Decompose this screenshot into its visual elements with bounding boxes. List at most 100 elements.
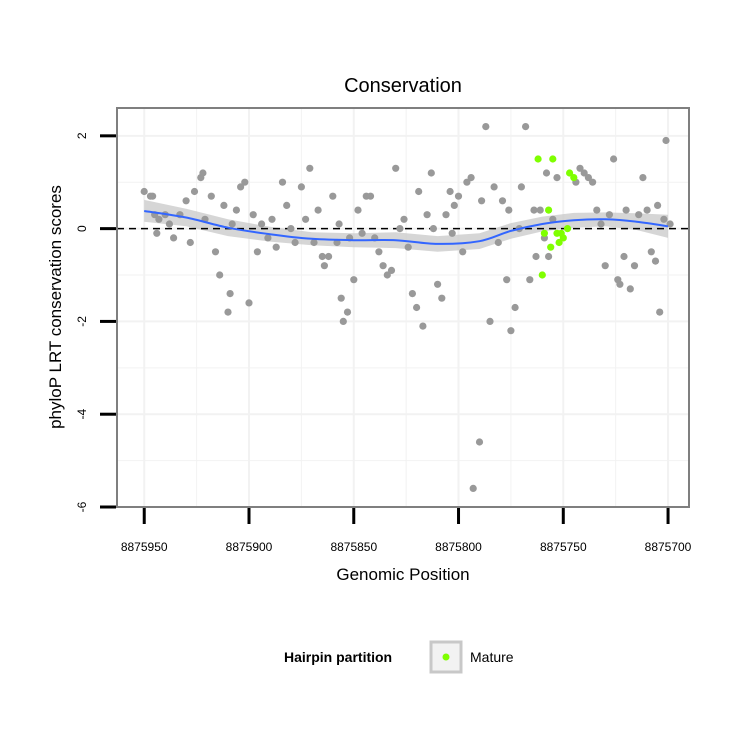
x-axis-title: Genomic Position bbox=[336, 565, 469, 584]
data-point bbox=[354, 206, 362, 214]
data-point bbox=[620, 252, 628, 261]
data-point bbox=[375, 248, 383, 256]
legend: Hairpin partition Mature bbox=[284, 640, 514, 674]
data-point bbox=[155, 215, 163, 223]
data-point bbox=[224, 308, 232, 316]
x-tick-label: 8875700 bbox=[645, 540, 692, 554]
data-point bbox=[186, 238, 194, 247]
data-point bbox=[616, 280, 624, 288]
smooth-line-layer bbox=[144, 210, 669, 245]
data-point bbox=[454, 192, 463, 200]
data-point bbox=[429, 225, 437, 233]
data-point bbox=[597, 220, 605, 228]
x-tick-label: 8875750 bbox=[540, 540, 587, 554]
y-tick-label: 0 bbox=[75, 225, 89, 232]
data-point bbox=[450, 201, 458, 209]
data-point bbox=[366, 192, 375, 200]
data-point bbox=[442, 211, 450, 219]
x-tick-label: 8875850 bbox=[330, 540, 377, 554]
data-point bbox=[507, 327, 515, 335]
data-point bbox=[408, 290, 416, 298]
data-point bbox=[400, 215, 408, 223]
data-point bbox=[635, 211, 643, 219]
data-point bbox=[656, 308, 664, 316]
data-point bbox=[660, 215, 668, 223]
data-point bbox=[553, 174, 561, 182]
data-point bbox=[325, 252, 333, 261]
data-point bbox=[287, 225, 295, 233]
data-point bbox=[358, 229, 366, 237]
data-point bbox=[232, 206, 240, 214]
data-point bbox=[335, 220, 343, 228]
data-point bbox=[498, 197, 507, 205]
data-point bbox=[253, 248, 261, 256]
data-point bbox=[486, 317, 494, 325]
data-point bbox=[666, 220, 674, 228]
data-point bbox=[249, 211, 257, 219]
data-point bbox=[662, 136, 670, 145]
data-point bbox=[419, 322, 427, 330]
data-point bbox=[584, 174, 593, 182]
axes: -6 -4 -2 0 2 8875950 8875900 8875850 8875800 8875… bbox=[75, 132, 692, 554]
data-point bbox=[601, 262, 609, 270]
data-point bbox=[576, 164, 584, 172]
data-point bbox=[306, 164, 314, 172]
data-point bbox=[482, 123, 490, 131]
data-point bbox=[427, 169, 435, 177]
data-point bbox=[337, 294, 345, 302]
data-point bbox=[423, 211, 431, 219]
data-point bbox=[622, 206, 630, 214]
data-point bbox=[278, 178, 287, 186]
data-point bbox=[314, 206, 322, 214]
data-point bbox=[522, 123, 530, 131]
mature-data-point bbox=[545, 206, 553, 214]
plot-panel-border bbox=[116, 107, 690, 508]
data-point bbox=[647, 248, 655, 256]
plot-panel-background bbox=[117, 108, 689, 507]
grid-lines bbox=[117, 108, 689, 508]
data-point bbox=[140, 187, 148, 196]
data-point bbox=[532, 252, 540, 261]
data-point bbox=[149, 192, 157, 200]
x-tick-label: 8875800 bbox=[435, 540, 482, 554]
data-point bbox=[291, 238, 299, 247]
data-point bbox=[199, 169, 207, 177]
data-point bbox=[387, 266, 396, 274]
data-point bbox=[589, 178, 597, 186]
data-point bbox=[268, 215, 276, 223]
data-point bbox=[310, 238, 318, 247]
legend-key-mature-point bbox=[442, 653, 450, 661]
data-point bbox=[490, 183, 498, 191]
data-point bbox=[536, 206, 544, 214]
mature-data-point bbox=[540, 229, 549, 237]
data-point bbox=[383, 271, 391, 279]
data-point bbox=[339, 317, 347, 325]
data-point bbox=[469, 484, 477, 492]
data-point bbox=[478, 197, 486, 205]
legend-label-mature: Mature bbox=[470, 649, 514, 665]
data-point bbox=[396, 225, 404, 233]
data-point bbox=[329, 192, 337, 200]
data-point bbox=[272, 243, 280, 251]
data-point bbox=[626, 285, 634, 293]
data-point bbox=[182, 197, 190, 205]
legend-title: Hairpin partition bbox=[284, 649, 392, 665]
data-point bbox=[241, 178, 249, 186]
chart-title: Conservation bbox=[344, 75, 462, 97]
data-point bbox=[605, 211, 614, 219]
data-point bbox=[459, 248, 467, 256]
data-point bbox=[545, 252, 553, 261]
y-tick-label: -2 bbox=[75, 316, 89, 327]
data-point bbox=[438, 294, 446, 302]
data-point bbox=[165, 220, 173, 228]
confidence-band-layer bbox=[144, 199, 668, 252]
data-point bbox=[448, 229, 456, 237]
data-point bbox=[211, 248, 220, 256]
data-point bbox=[170, 234, 178, 242]
data-point bbox=[379, 262, 387, 270]
data-point bbox=[654, 201, 662, 209]
data-point bbox=[463, 178, 471, 186]
data-point bbox=[593, 206, 601, 214]
data-point bbox=[237, 183, 245, 191]
